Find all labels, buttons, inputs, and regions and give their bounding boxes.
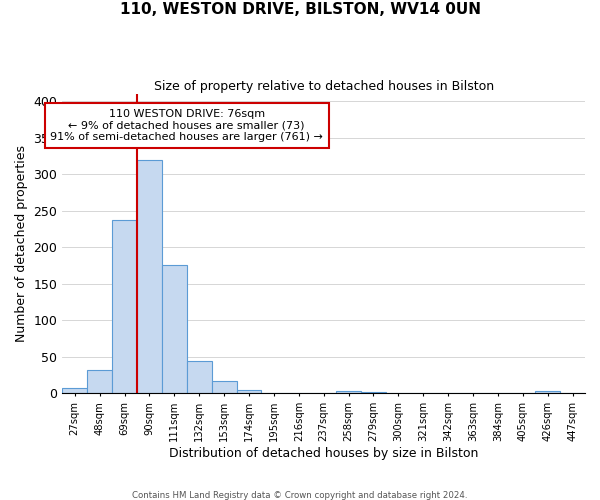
Bar xyxy=(137,160,162,394)
Y-axis label: Number of detached properties: Number of detached properties xyxy=(15,146,28,342)
Bar xyxy=(336,390,361,394)
Bar xyxy=(112,220,137,394)
Bar xyxy=(535,391,560,394)
Title: Size of property relative to detached houses in Bilston: Size of property relative to detached ho… xyxy=(154,80,494,93)
Bar xyxy=(361,392,386,394)
Bar xyxy=(212,381,236,394)
Bar xyxy=(187,360,212,394)
Bar xyxy=(87,370,112,394)
Text: Contains HM Land Registry data © Crown copyright and database right 2024.: Contains HM Land Registry data © Crown c… xyxy=(132,490,468,500)
Bar xyxy=(62,388,87,394)
Bar xyxy=(162,265,187,394)
Text: 110, WESTON DRIVE, BILSTON, WV14 0UN: 110, WESTON DRIVE, BILSTON, WV14 0UN xyxy=(119,2,481,18)
Text: 110 WESTON DRIVE: 76sqm
← 9% of detached houses are smaller (73)
91% of semi-det: 110 WESTON DRIVE: 76sqm ← 9% of detached… xyxy=(50,109,323,142)
Bar xyxy=(236,390,262,394)
X-axis label: Distribution of detached houses by size in Bilston: Distribution of detached houses by size … xyxy=(169,447,478,460)
